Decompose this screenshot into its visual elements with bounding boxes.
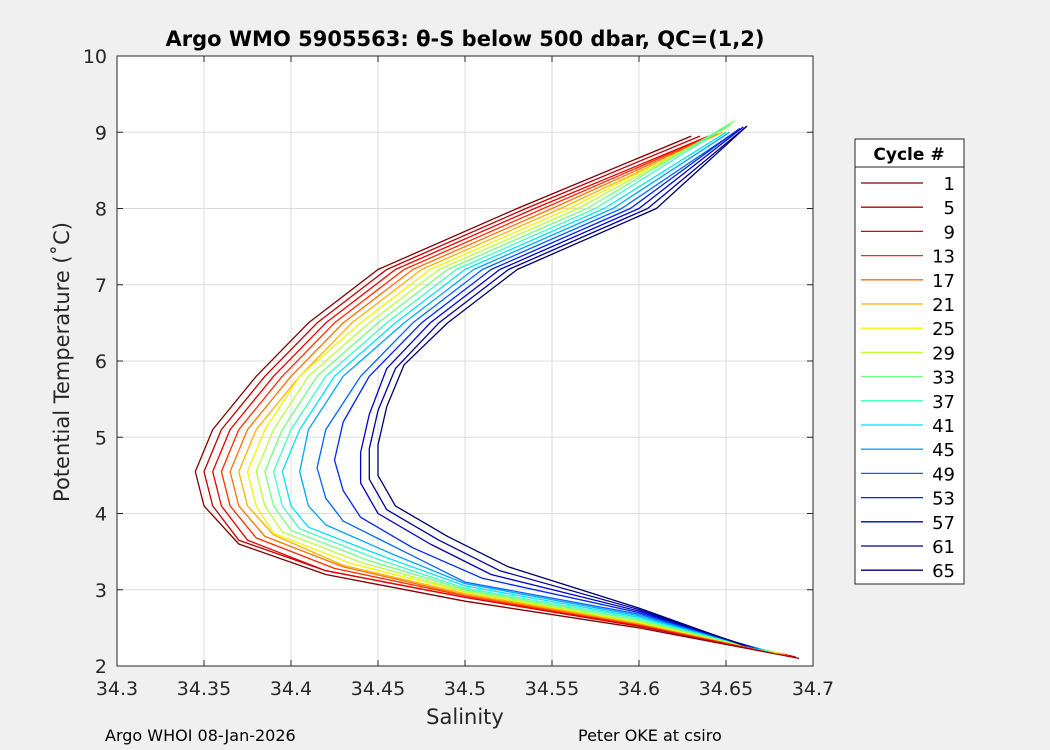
y-tick-label: 6 xyxy=(95,351,107,373)
chart-title: Argo WMO 5905563: θ-S below 500 dbar, QC… xyxy=(166,27,765,51)
series-line-cycle-37 xyxy=(272,124,768,652)
footer-left: Argo WHOI 08-Jan-2026 xyxy=(105,726,296,745)
x-tick-label: 34.3 xyxy=(96,678,138,700)
series-line-cycle-49 xyxy=(316,131,758,650)
series-line-cycle-65 xyxy=(377,125,748,647)
series-line-cycle-17 xyxy=(229,133,786,656)
x-tick-label: 34.35 xyxy=(177,678,231,700)
x-tick-label: 34.4 xyxy=(270,678,312,700)
x-tick-label: 34.7 xyxy=(792,678,834,700)
legend-label: 53 xyxy=(932,489,955,510)
y-tick-label: 9 xyxy=(95,122,107,144)
legend-label: 33 xyxy=(932,368,955,389)
series-line-cycle-57 xyxy=(359,126,751,648)
series-line-cycle-25 xyxy=(246,127,779,654)
y-tick-label: 7 xyxy=(95,275,107,297)
legend-label: 17 xyxy=(932,271,955,292)
legend-label: 29 xyxy=(932,343,955,364)
y-tick-label: 5 xyxy=(95,427,107,449)
legend-entries: 1 5 9 13 17 21 25 29 33 37 41 45 49 53 57 61 65 xyxy=(861,174,955,582)
x-tick-label: 34.55 xyxy=(525,678,579,700)
legend-label: 5 xyxy=(944,198,955,219)
legend-label: 25 xyxy=(932,319,955,340)
y-tick-label: 8 xyxy=(95,199,107,221)
footer-right: Peter OKE at csiro xyxy=(578,726,722,745)
series-line-cycle-61 xyxy=(368,125,748,647)
legend-label: 37 xyxy=(932,392,955,413)
series-line-cycle-53 xyxy=(333,127,754,649)
series-line-cycle-41 xyxy=(281,131,765,651)
series-line-cycle-21 xyxy=(238,131,782,655)
y-tick-label: 4 xyxy=(95,504,107,526)
legend-label: 13 xyxy=(932,247,955,268)
series-line-cycle-29 xyxy=(255,124,775,653)
x-tick-label: 34.6 xyxy=(618,678,660,700)
legend-label: 41 xyxy=(932,416,955,437)
x-tick-label: 34.5 xyxy=(444,678,486,700)
y-tick-label: 3 xyxy=(95,580,107,602)
series-line-cycle-13 xyxy=(220,134,789,656)
series-line-cycle-33 xyxy=(264,120,772,653)
legend-label: 21 xyxy=(932,295,955,316)
x-axis-label: Salinity xyxy=(426,705,504,729)
legend: Cycle # 1 5 9 13 17 21 25 29 33 37 41 45 49 53 57 61 65 xyxy=(854,138,965,585)
series-line-cycle-9 xyxy=(212,135,793,657)
legend-label: 9 xyxy=(944,222,955,243)
x-tick-label: 34.65 xyxy=(699,678,753,700)
series-line-cycle-45 xyxy=(299,131,761,650)
y-axis-label: Potential Temperature (˚C) xyxy=(50,222,74,502)
series-layer xyxy=(194,120,800,660)
legend-label: 1 xyxy=(944,174,955,195)
legend-label: 49 xyxy=(932,464,955,485)
y-tick-label: 10 xyxy=(83,46,107,68)
x-tick-label: 34.45 xyxy=(351,678,405,700)
y-tick-label: 2 xyxy=(95,656,107,678)
legend-label: 61 xyxy=(932,537,955,558)
legend-label: 45 xyxy=(932,440,955,461)
legend-label: 57 xyxy=(932,513,955,534)
legend-label: 65 xyxy=(932,561,955,582)
axis-ticks: 34.3 34.35 34.4 34.45 34.5 34.55 34.6 34.65 34.7… xyxy=(83,46,834,700)
legend-title: Cycle # xyxy=(873,145,944,165)
series-line-cycle-1 xyxy=(194,135,800,660)
legend-box xyxy=(854,138,965,585)
